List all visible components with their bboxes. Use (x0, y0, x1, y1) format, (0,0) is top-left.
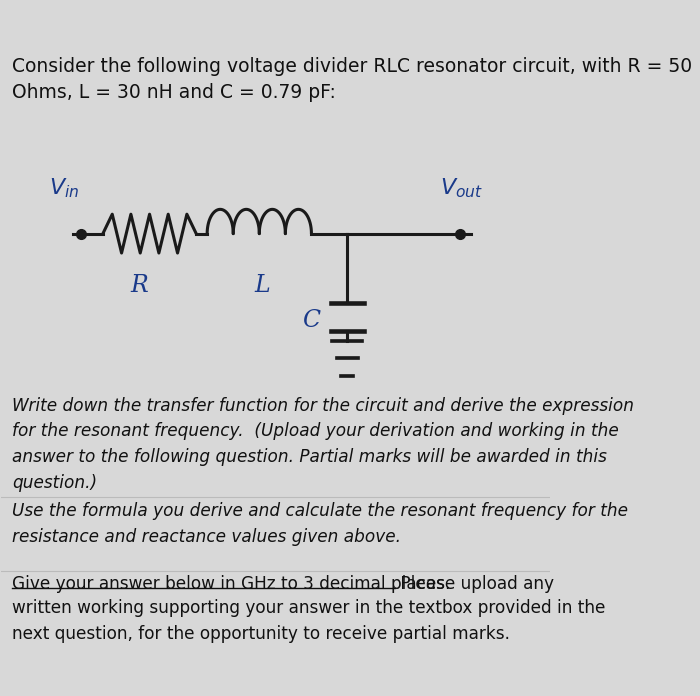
Text: $\mathit{V}_{\mathit{in}}$: $\mathit{V}_{\mathit{in}}$ (49, 177, 80, 200)
Text: Write down the transfer function for the circuit and derive the expression
for t: Write down the transfer function for the… (13, 397, 634, 491)
Text: $\mathit{V}_{\mathit{out}}$: $\mathit{V}_{\mathit{out}}$ (440, 177, 483, 200)
Text: Give your answer below in GHz to 3 decimal places.: Give your answer below in GHz to 3 decim… (13, 576, 451, 594)
Text: C: C (302, 309, 321, 332)
Text: Consider the following voltage divider RLC resonator circuit, with R = 50
Ohms, : Consider the following voltage divider R… (13, 57, 692, 102)
Text: R: R (131, 274, 148, 297)
Text: written working supporting your answer in the textbox provided in the
next quest: written working supporting your answer i… (13, 599, 606, 642)
Text: Use the formula you derive and calculate the resonant frequency for the
resistan: Use the formula you derive and calculate… (13, 502, 629, 546)
Text: Please upload any: Please upload any (395, 576, 554, 594)
Text: L: L (254, 274, 270, 297)
